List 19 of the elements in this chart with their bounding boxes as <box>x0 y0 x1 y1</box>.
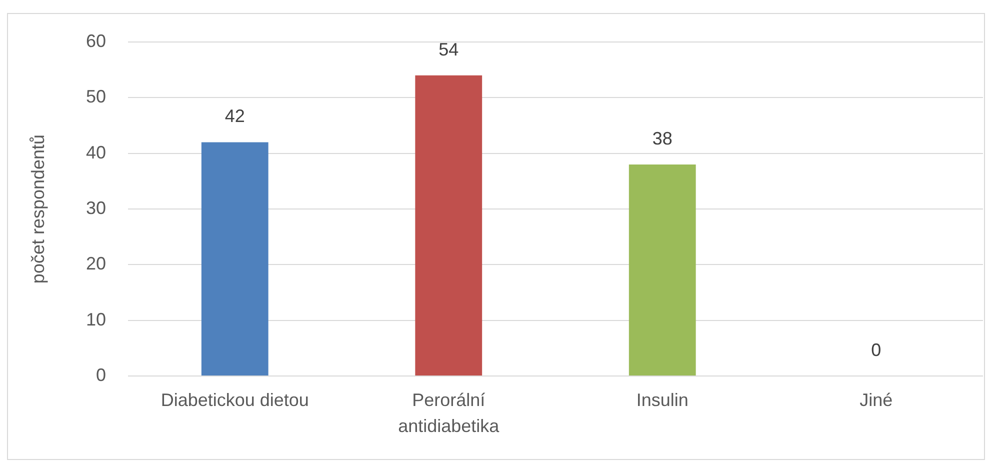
data-label: 38 <box>652 128 672 148</box>
y-tick-label: 60 <box>86 30 106 51</box>
data-label: 54 <box>438 39 459 60</box>
x-tick-label: Diabetickou dietou <box>160 390 309 410</box>
y-axis-title: počet respondentů <box>28 134 48 284</box>
x-tick-label: Perorální antidiabetika <box>398 390 500 436</box>
data-label: 0 <box>871 340 882 360</box>
y-tick-label: 40 <box>86 142 106 162</box>
x-tick-label: Insulin <box>636 390 688 410</box>
data-label: 42 <box>224 106 245 126</box>
y-tick-label: 20 <box>86 254 106 274</box>
y-tick-label: 30 <box>86 198 106 218</box>
bar <box>201 142 268 376</box>
y-tick-label: 50 <box>86 86 106 107</box>
bar <box>415 75 482 376</box>
y-tick-label: 0 <box>96 364 106 385</box>
y-tick-label: 10 <box>86 309 106 330</box>
x-tick-label: Jiné <box>860 390 893 410</box>
bar <box>628 164 696 376</box>
